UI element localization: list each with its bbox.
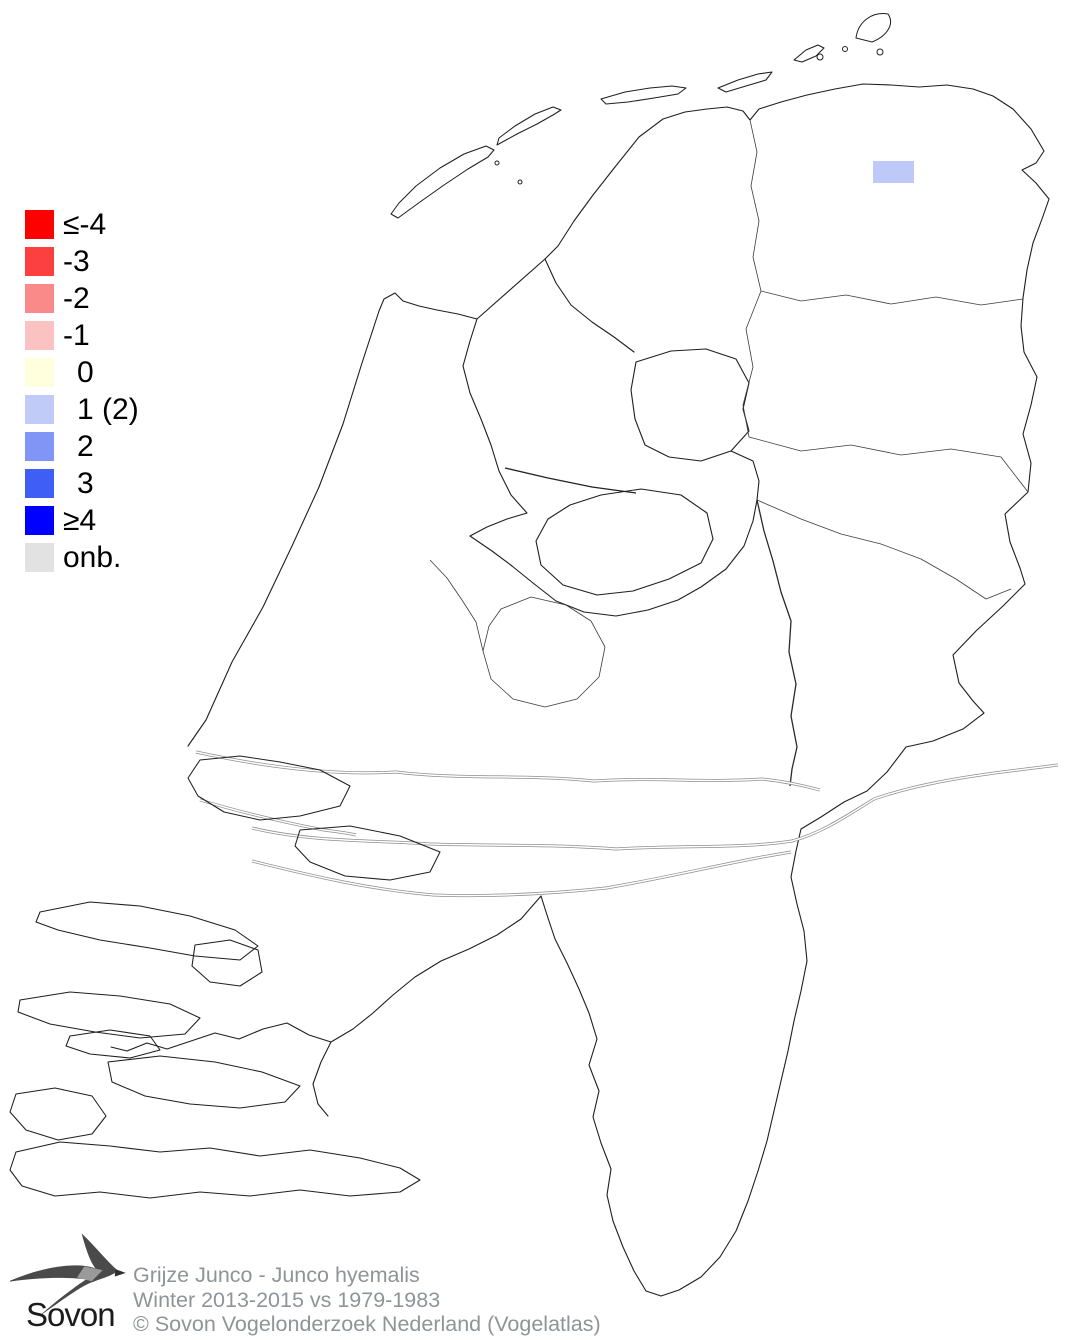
vlieland-outline — [496, 106, 562, 146]
overijssel-coast-path — [730, 450, 760, 501]
legend-label: 2 — [77, 429, 94, 463]
border-drenthe-north — [760, 290, 1024, 306]
legend-swatch — [25, 284, 54, 313]
voorne-putten-outline — [187, 755, 351, 821]
islet-dot — [876, 48, 884, 56]
map-caption: Grijze Junco - Junco hyemalis Winter 201… — [133, 1263, 601, 1337]
legend-swatch — [25, 543, 54, 572]
sovon-logo-wordmark: Sovon — [26, 1296, 116, 1333]
river-waal-rijn — [250, 763, 1060, 851]
border-noord-zuid-holland — [429, 559, 484, 652]
tholen-outline — [191, 939, 263, 987]
griend-dot — [517, 179, 523, 185]
west-brabant-coast-path — [312, 1041, 332, 1117]
legend-item: onb. — [25, 539, 139, 576]
delta-islands — [9, 755, 441, 1199]
islet-dot — [816, 53, 824, 61]
river-maas — [250, 850, 793, 898]
goeree-overflakkee-outline — [35, 901, 259, 961]
legend-label: -1 — [63, 318, 90, 352]
legend-item: -1 — [25, 317, 139, 354]
river-hollands-diep — [198, 798, 358, 837]
legend-label: -2 — [63, 281, 90, 315]
wadden-islands — [390, 13, 892, 219]
species-title: Grijze Junco - Junco hyemalis — [133, 1263, 420, 1287]
mainland-coastline-path — [110, 83, 1050, 1297]
atlas-data-cell — [873, 161, 914, 183]
swallow-icon — [10, 1233, 126, 1317]
legend-item: ≥4 — [25, 502, 139, 539]
legend-swatch — [25, 432, 54, 461]
zeeuws-vlaanderen-outline — [9, 1141, 421, 1199]
ijssel-river-path — [756, 499, 798, 787]
legend-item: -3 — [25, 243, 139, 280]
legend-item: 0 — [25, 354, 139, 391]
terschelling-outline — [600, 85, 687, 105]
period-subtitle: Winter 2013-2015 vs 1979-1983 — [133, 1287, 441, 1312]
border-groningen-friesland — [749, 119, 762, 292]
legend-label: -3 — [63, 244, 90, 278]
rottum-islet-outline — [855, 13, 892, 43]
legend-swatch — [25, 358, 54, 387]
legend-label: onb. — [63, 540, 122, 574]
texel-outline — [390, 145, 495, 219]
schiermonnikoog-outline — [793, 44, 825, 63]
legend-label: ≤-4 — [63, 207, 107, 241]
flevopolder-outline — [535, 488, 714, 596]
border-drenthe-overijssel — [748, 436, 1029, 493]
legend: ≤-4 -3 -2 -1 0 1 (2) 2 3 ≥4 onb. — [25, 206, 139, 576]
houtribdijk-path — [504, 467, 637, 494]
noorderhaaks-dot — [494, 160, 500, 166]
legend-item: ≤-4 — [25, 206, 139, 243]
legend-item: 1 (2) — [25, 391, 139, 428]
legend-item: -2 — [25, 280, 139, 317]
legend-label: 3 — [77, 466, 94, 500]
border-friesland-drenthe — [742, 290, 762, 438]
noordoostpolder-outline — [630, 348, 750, 462]
border-overijssel-gelderland — [756, 499, 1012, 600]
noord-holland-east-coast-path — [462, 318, 528, 537]
randmeren-south-shore-path — [469, 499, 758, 617]
schouwen-duiveland-outline — [17, 991, 201, 1039]
legend-item: 3 — [25, 465, 139, 502]
legend-item: 2 — [25, 428, 139, 465]
legend-swatch — [25, 506, 54, 535]
hoeksche-waard-outline — [294, 825, 441, 881]
friesland-south-coast-path — [544, 258, 635, 353]
legend-label: ≥4 — [63, 503, 97, 537]
legend-swatch — [25, 247, 54, 276]
sovon-logo — [10, 1233, 126, 1317]
legend-swatch — [25, 395, 54, 424]
legend-label: 0 — [77, 355, 94, 389]
legend-swatch — [25, 321, 54, 350]
river-lek — [194, 750, 822, 792]
noord-beveland-outline — [65, 1029, 161, 1059]
walcheren-outline — [9, 1087, 107, 1141]
copyright-line: © Sovon Vogelonderzoek Nederland (Vogela… — [133, 1312, 601, 1337]
islet-dot — [842, 46, 848, 52]
legend-swatch — [25, 210, 54, 239]
legend-label: 1 (2) — [77, 392, 139, 426]
legend-swatch — [25, 469, 54, 498]
border-utrecht — [482, 596, 606, 708]
ameland-outline — [717, 71, 773, 93]
zuid-beveland-outline — [107, 1055, 301, 1109]
